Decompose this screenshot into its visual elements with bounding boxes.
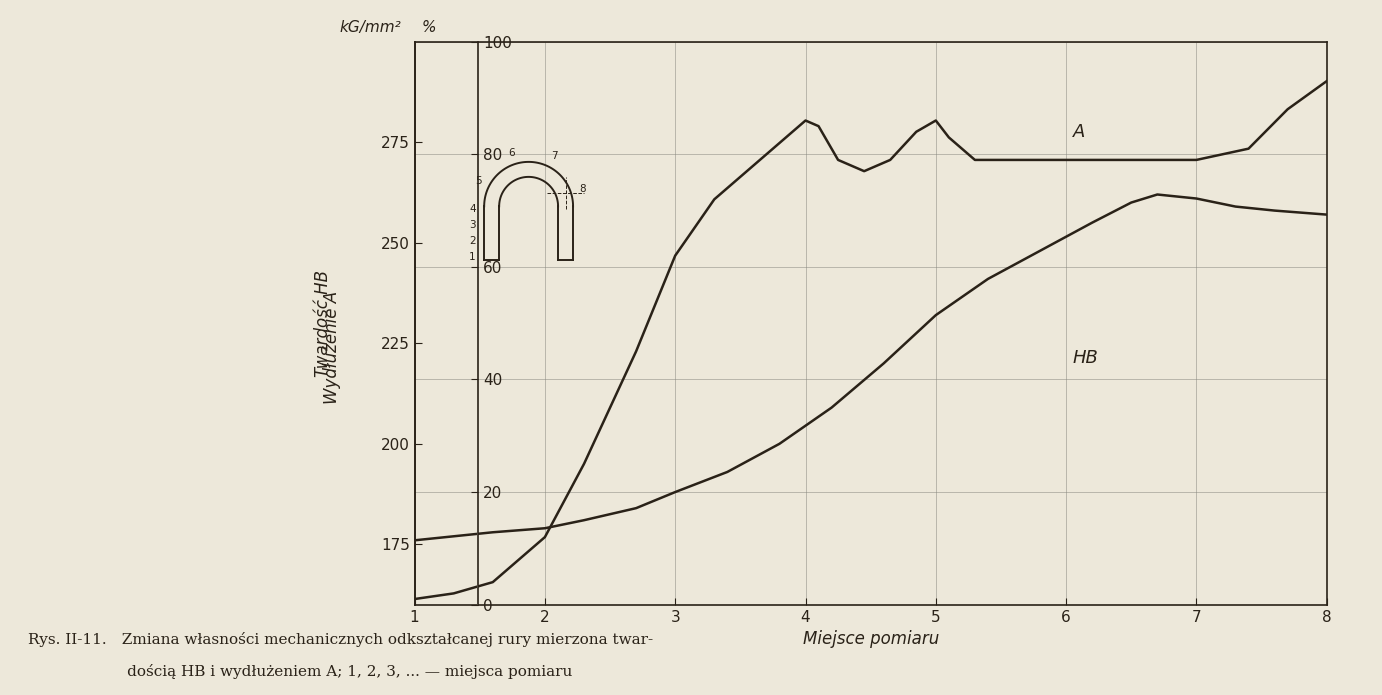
Text: 7: 7 <box>551 152 557 161</box>
Text: %: % <box>422 19 435 35</box>
Text: 1: 1 <box>468 252 475 262</box>
Text: 3: 3 <box>468 220 475 230</box>
Text: Rys. II-11.  Zmiana własności mechanicznych odkształcanej rury mierzona twar-: Rys. II-11. Zmiana własności mechaniczny… <box>28 632 652 648</box>
Text: kG/mm²: kG/mm² <box>339 19 401 35</box>
X-axis label: Miejsce pomiaru: Miejsce pomiaru <box>803 630 938 648</box>
Text: 8: 8 <box>579 184 586 194</box>
Text: 6: 6 <box>509 148 514 158</box>
Text: 5: 5 <box>475 176 482 186</box>
Text: 2: 2 <box>468 236 475 246</box>
Text: dością HB i wydłużeniem A; 1, 2, 3, ... — miejsca pomiaru: dością HB i wydłużeniem A; 1, 2, 3, ... … <box>28 664 572 679</box>
Text: A: A <box>1072 124 1085 141</box>
Text: Wydłużenie A: Wydłużenie A <box>322 291 341 404</box>
Y-axis label: Twardość HB: Twardość HB <box>314 270 332 377</box>
Text: 4: 4 <box>468 204 475 214</box>
Text: HB: HB <box>1072 349 1099 366</box>
